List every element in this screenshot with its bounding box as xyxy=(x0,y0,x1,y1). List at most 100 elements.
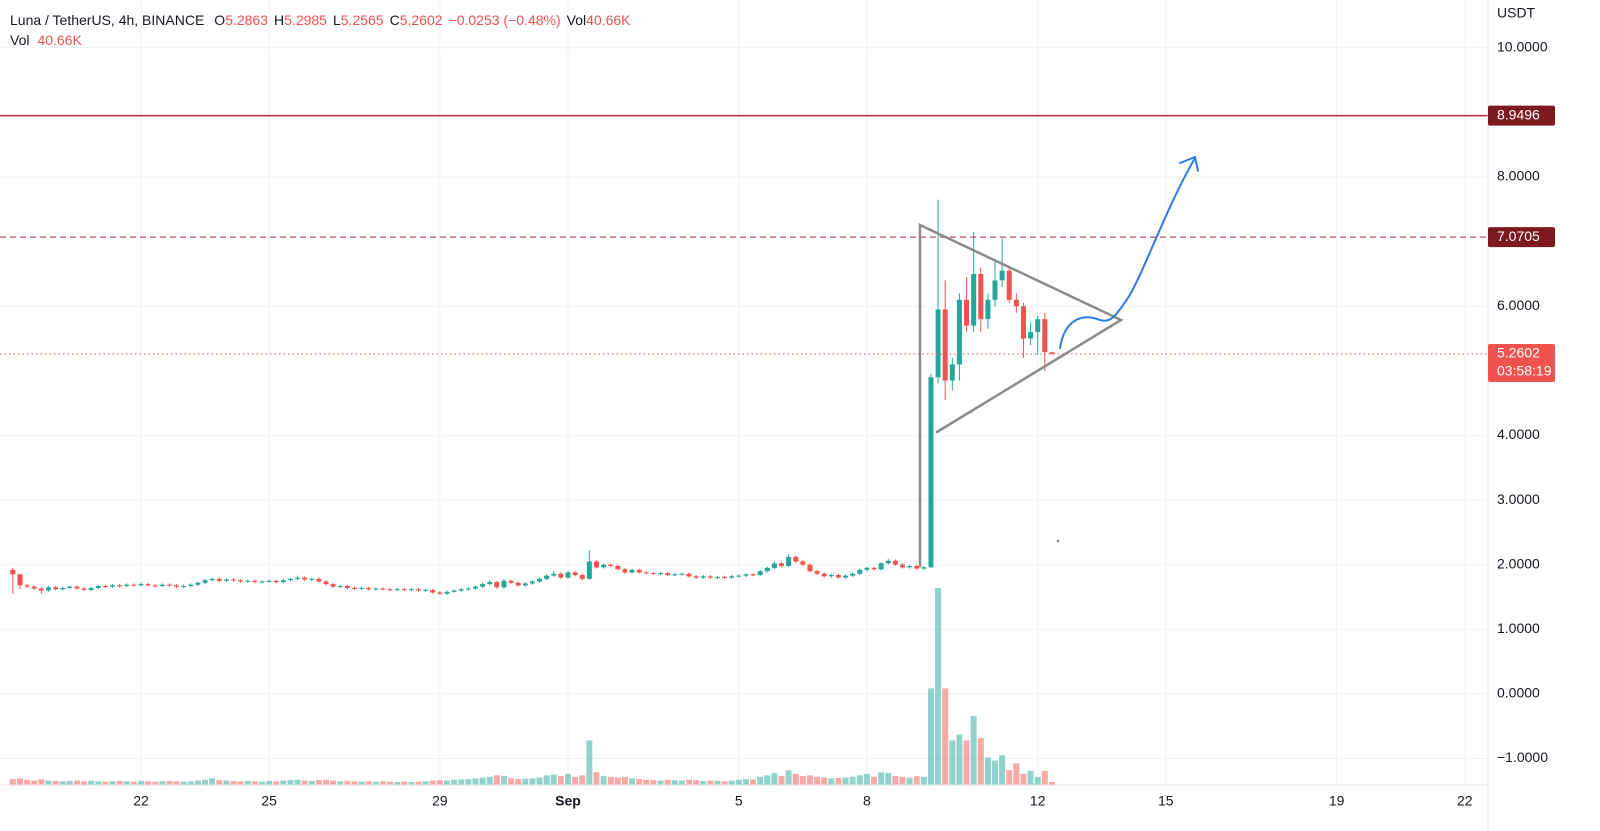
volume-bar xyxy=(742,779,749,785)
volume-bar xyxy=(81,781,88,785)
volume-bar xyxy=(95,781,102,785)
volume-bar xyxy=(109,781,116,785)
volume-bar xyxy=(557,776,564,785)
volume-bar xyxy=(721,781,728,785)
x-tick-label: Sep xyxy=(555,793,581,809)
candle-body xyxy=(259,581,265,583)
volume-bar xyxy=(387,781,394,785)
candle-body xyxy=(117,585,123,587)
candle-body xyxy=(1013,299,1019,307)
volume-bar xyxy=(500,776,507,785)
candle-body xyxy=(764,567,770,572)
price-label-box xyxy=(1488,227,1555,248)
volume-bar xyxy=(849,776,856,785)
candle-body xyxy=(850,573,856,576)
legend: Luna / TetherUS, 4h, BINANCE O5.2863 H5.29… xyxy=(10,10,636,50)
candle-body xyxy=(843,575,849,578)
volume-bar xyxy=(550,774,557,785)
price-label: 8.9496 xyxy=(1497,106,1540,122)
candle-body xyxy=(465,588,471,590)
volume-bar xyxy=(685,779,692,785)
volume-bar xyxy=(572,776,579,785)
candle-body xyxy=(330,584,336,587)
volume-bar xyxy=(344,780,351,785)
volume-bar xyxy=(593,772,600,785)
candle-body xyxy=(273,580,279,583)
candle-body xyxy=(899,564,905,568)
candle-body xyxy=(209,578,215,581)
candle-body xyxy=(608,564,614,566)
volume-bar xyxy=(977,738,984,785)
price-label: 7.0705 xyxy=(1497,228,1540,244)
volume-bar xyxy=(102,781,109,785)
symbol: Luna / TetherUS, 4h, BINANCE xyxy=(10,12,205,28)
volume-bar xyxy=(778,776,785,785)
candle-body xyxy=(558,573,564,578)
candle-body xyxy=(914,565,920,569)
legend-key: L xyxy=(332,12,341,28)
volume-bar xyxy=(792,773,799,785)
candle-body xyxy=(736,575,742,577)
candle-body xyxy=(615,565,621,570)
candle-body xyxy=(650,573,656,575)
candle-body xyxy=(216,578,222,581)
candle-body xyxy=(921,567,927,569)
candle-body xyxy=(17,574,23,586)
volume-bar xyxy=(301,780,308,785)
volume-bar xyxy=(970,715,977,785)
volume-bar xyxy=(1027,770,1034,785)
volume-bar xyxy=(942,688,949,785)
candle-body xyxy=(857,569,863,574)
candle-body xyxy=(942,309,948,381)
candle-body xyxy=(892,560,898,565)
candle-body xyxy=(195,582,201,585)
price-label-box xyxy=(1488,344,1555,383)
candle-body xyxy=(88,587,94,590)
volume-bar xyxy=(771,773,778,785)
legend-value: 5.2565 xyxy=(340,12,384,28)
candle-body xyxy=(622,569,628,573)
volume-bar xyxy=(693,780,700,785)
volume-bar xyxy=(372,781,379,785)
volume-bar xyxy=(600,776,607,785)
candle-body xyxy=(522,583,528,586)
volume-bar xyxy=(16,778,23,785)
volume-bar xyxy=(444,780,451,785)
candle-body xyxy=(152,585,158,587)
candle-body xyxy=(750,574,756,576)
volume-bar xyxy=(52,780,59,785)
x-tick-label: 5 xyxy=(735,793,743,809)
candle-body xyxy=(672,574,678,576)
volume-bar xyxy=(586,740,593,785)
candle-body xyxy=(280,580,286,583)
candles xyxy=(10,199,1055,596)
volume-bar xyxy=(130,781,137,785)
volume-bar xyxy=(636,779,643,785)
candle-body xyxy=(366,587,372,590)
candle-body xyxy=(295,577,301,579)
volume-bar xyxy=(323,779,330,785)
candle-body xyxy=(885,560,891,564)
volume-bar xyxy=(1013,763,1020,785)
volume-bar xyxy=(465,779,472,785)
candle-body xyxy=(821,573,827,577)
x-tick-label: 22 xyxy=(133,793,149,809)
price-label: 5.2602 xyxy=(1497,345,1540,361)
legend-value: 5.2985 xyxy=(284,12,327,28)
candle-body xyxy=(81,588,87,590)
volume-bar xyxy=(116,780,123,785)
volume-bar xyxy=(671,780,678,785)
candle-body xyxy=(978,273,984,320)
y-tick-label: −1.0000 xyxy=(1497,749,1548,765)
candle-body xyxy=(593,561,599,568)
candle-body xyxy=(458,589,464,591)
candle-body xyxy=(408,589,414,591)
volume-bar xyxy=(394,782,401,785)
volume-bar xyxy=(892,776,899,785)
candle-body xyxy=(999,270,1005,281)
candle-body xyxy=(1020,306,1026,339)
candle-body xyxy=(515,582,521,586)
candle-body xyxy=(188,584,194,587)
y-tick-label: 3.0000 xyxy=(1497,491,1540,507)
